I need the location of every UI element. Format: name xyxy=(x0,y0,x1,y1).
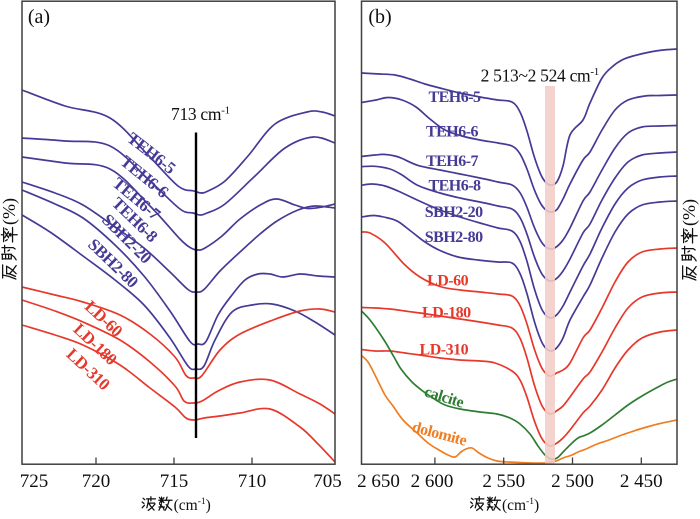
svg-text:LD-60: LD-60 xyxy=(427,273,469,290)
svg-text:2 650: 2 650 xyxy=(357,471,400,492)
svg-text:SBH2-20: SBH2-20 xyxy=(425,204,483,221)
svg-text:(a): (a) xyxy=(28,6,50,28)
svg-text:725: 725 xyxy=(20,471,49,492)
svg-text:710: 710 xyxy=(238,471,267,492)
svg-text:(cm-1): (cm-1) xyxy=(502,497,539,514)
svg-text:SBH2-80: SBH2-80 xyxy=(425,229,483,246)
svg-text:2 600: 2 600 xyxy=(411,471,454,492)
svg-text:(b): (b) xyxy=(368,6,391,28)
svg-text:(cm-1): (cm-1) xyxy=(174,497,211,514)
svg-text:TEH6-7: TEH6-7 xyxy=(426,153,479,170)
svg-text:(%): (%) xyxy=(0,198,20,225)
svg-text:LD-180: LD-180 xyxy=(422,305,471,322)
svg-text:2 450: 2 450 xyxy=(620,471,663,492)
svg-text:TEH6-8: TEH6-8 xyxy=(428,178,481,195)
svg-text:720: 720 xyxy=(82,471,111,492)
svg-text:2 550: 2 550 xyxy=(482,471,525,492)
svg-text:2 500: 2 500 xyxy=(551,471,594,492)
svg-text:713 cm-1: 713 cm-1 xyxy=(171,104,230,124)
svg-text:TEH6-6: TEH6-6 xyxy=(426,124,479,141)
svg-text:2 513~2 524 cm-1: 2 513~2 524 cm-1 xyxy=(481,65,599,85)
svg-text:LD-310: LD-310 xyxy=(420,342,469,359)
svg-text:(%): (%) xyxy=(679,199,700,226)
svg-text:TEH6-5: TEH6-5 xyxy=(428,89,481,106)
svg-text:705: 705 xyxy=(313,471,342,492)
svg-text:715: 715 xyxy=(160,471,189,492)
